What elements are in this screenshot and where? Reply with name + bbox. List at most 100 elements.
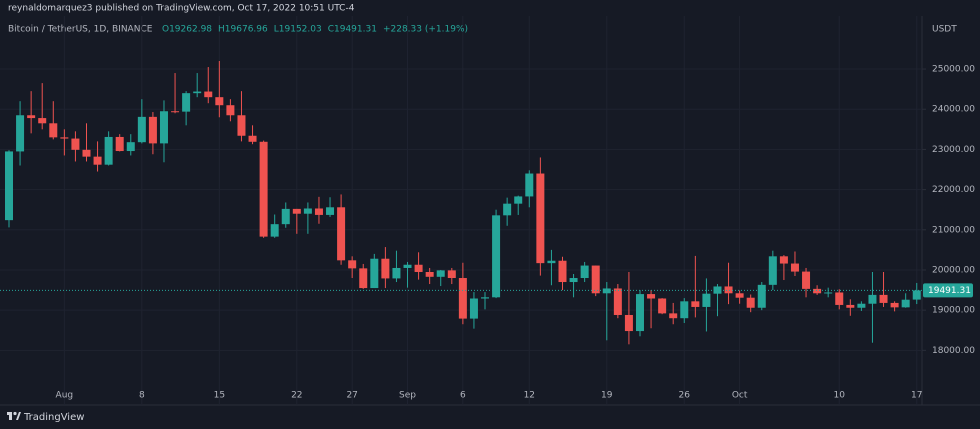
y-tick-label: 19000.00 xyxy=(932,306,975,316)
candle-body xyxy=(458,278,467,319)
candle-body xyxy=(403,264,412,268)
publisher-line: reynaldomarquez3 published on TradingVie… xyxy=(8,4,355,14)
x-tick-label: 26 xyxy=(679,391,691,401)
candle-body xyxy=(813,288,822,294)
candle-body xyxy=(735,293,744,298)
candle-body xyxy=(624,314,633,332)
x-tick-label: 19 xyxy=(601,391,613,401)
candle-body xyxy=(503,203,512,216)
candle-body xyxy=(337,207,346,261)
candle-body xyxy=(857,303,866,308)
y-tick-label: 22000.00 xyxy=(932,185,975,195)
y-tick-label: 23000.00 xyxy=(932,145,975,155)
symbol-title: Bitcoin / TetherUS, 1D, BINANCE xyxy=(8,25,153,35)
candle-body xyxy=(159,111,168,144)
legend-value: O19262.98 xyxy=(162,25,212,35)
candle-body xyxy=(237,115,246,136)
x-tick-label: 12 xyxy=(524,391,535,401)
candle-body xyxy=(846,304,855,308)
candle-body xyxy=(835,292,844,305)
x-tick-label: 10 xyxy=(834,391,846,401)
y-tick-label: 20000.00 xyxy=(932,265,975,275)
candle-body xyxy=(82,149,91,157)
candle-body xyxy=(514,196,523,204)
candle-body xyxy=(93,156,102,165)
candle-body xyxy=(193,91,202,94)
candle-body xyxy=(580,265,589,279)
y-unit: USDT xyxy=(932,25,957,35)
candle-body xyxy=(447,270,456,279)
candle-body xyxy=(536,173,545,264)
last-price-label: 19491.31 xyxy=(928,286,971,296)
candle-body xyxy=(779,256,788,264)
candle-body xyxy=(879,294,888,303)
candle-body xyxy=(613,288,622,315)
candle-body xyxy=(746,297,755,308)
candle-body xyxy=(303,208,312,214)
candle-body xyxy=(204,91,213,98)
candle-body xyxy=(702,293,711,307)
legend-value: L19152.03 xyxy=(274,25,322,35)
candle-body xyxy=(912,290,921,300)
candle-body xyxy=(802,271,811,289)
candle-body xyxy=(226,105,235,116)
candle-body xyxy=(314,208,323,215)
candle-body xyxy=(669,313,678,319)
candle-body xyxy=(481,297,490,299)
candle-body xyxy=(492,215,501,298)
x-tick-label: 27 xyxy=(346,391,357,401)
candle-body xyxy=(591,265,600,294)
candle-body xyxy=(558,260,567,283)
candle-body xyxy=(292,208,301,214)
candle-body xyxy=(790,263,799,272)
x-tick-label: Sep xyxy=(399,391,416,401)
candle-body xyxy=(115,136,124,152)
candle-body xyxy=(270,224,279,237)
candle-body xyxy=(359,268,368,289)
candle-body xyxy=(901,299,910,308)
candle-body xyxy=(525,173,534,197)
candle-body xyxy=(259,141,268,237)
brand-logo xyxy=(7,411,21,420)
candle-body xyxy=(868,294,877,304)
legend-value: C19491.31 xyxy=(328,25,377,35)
candle-body xyxy=(569,278,578,283)
candle-body xyxy=(425,271,434,277)
candle-body xyxy=(436,270,445,277)
x-tick-label: 17 xyxy=(911,391,922,401)
candle-body xyxy=(104,136,113,165)
candle-body xyxy=(5,151,13,221)
candle-body xyxy=(326,207,335,215)
candle-body xyxy=(71,138,80,150)
candle-body xyxy=(370,258,379,289)
x-tick-label: Oct xyxy=(732,391,748,401)
grid xyxy=(0,16,922,405)
candle-body xyxy=(137,116,146,143)
candle-body xyxy=(757,284,766,308)
candle-body xyxy=(658,298,667,314)
candle-body xyxy=(414,264,423,272)
candle-body xyxy=(281,208,290,225)
candle-body xyxy=(890,302,899,308)
candle-body xyxy=(16,115,25,152)
candle-body xyxy=(60,137,69,139)
y-tick-label: 25000.00 xyxy=(932,65,975,75)
candle-body xyxy=(724,286,733,294)
candle-body xyxy=(215,97,224,106)
candle-body xyxy=(182,93,191,112)
y-tick-label: 18000.00 xyxy=(932,346,975,356)
candle-body xyxy=(392,267,401,279)
legend-value: H19676.96 xyxy=(218,25,268,35)
candle-body xyxy=(824,292,833,294)
x-tick-label: 6 xyxy=(460,391,466,401)
x-tick-label: 8 xyxy=(139,391,145,401)
candle-body xyxy=(27,115,36,119)
brand-name: TradingView xyxy=(23,412,84,423)
candle-body xyxy=(768,256,777,285)
candle-body xyxy=(547,260,556,264)
candle-body xyxy=(691,301,700,307)
candle-body xyxy=(469,298,478,319)
